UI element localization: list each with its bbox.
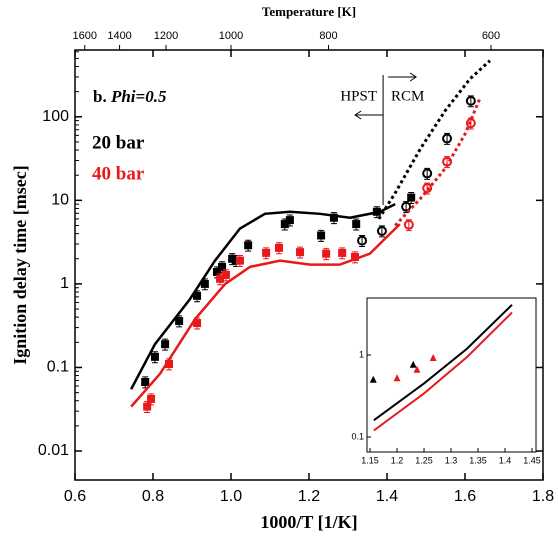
hpst-point: [150, 352, 159, 361]
inset-x-tick-label: 1.3: [445, 455, 458, 465]
rcm-point: [403, 219, 414, 230]
inset-point: [409, 360, 417, 368]
inset-x-tick-label: 1.15: [361, 455, 379, 465]
hpst-point: [175, 316, 184, 325]
hpst-point: [296, 248, 305, 257]
y-axis-title: Ignition delay time [msec]: [10, 165, 30, 364]
inset-point: [429, 353, 437, 361]
top-tick-label: 1600: [73, 30, 97, 42]
annotation: RCM: [391, 88, 424, 104]
x-tick-label: 0.6: [64, 488, 86, 505]
hpst-point: [161, 340, 170, 349]
hpst-point: [407, 193, 416, 202]
y-tick-label: 1: [60, 275, 69, 292]
inset-model-line: [373, 304, 513, 422]
hpst-point: [285, 216, 294, 225]
rcm-point: [465, 118, 476, 129]
panel-condition: Phi=0.5: [110, 87, 167, 106]
y-tick-label: 0.01: [38, 442, 69, 459]
x-tick-label: 1.8: [532, 488, 554, 505]
inset-model-line: [373, 311, 513, 432]
inset-x-tick-label: 1.35: [469, 455, 487, 465]
hpst-point: [372, 207, 381, 216]
top-axis-title: Temperature [K]: [262, 4, 356, 19]
inset-x-tick-label: 1.2: [391, 455, 404, 465]
y-tick-label: 0.1: [47, 359, 69, 376]
hpst-point: [329, 213, 338, 222]
inset-point: [413, 365, 421, 373]
x-tick-label: 1.2: [298, 488, 320, 505]
x-axis-title: 1000/T [1/K]: [260, 512, 357, 532]
inset-y-tick-label: 1: [359, 349, 364, 359]
annotation: HPST: [340, 88, 377, 104]
inset-frame: [366, 297, 537, 453]
y-tick-label: 10: [51, 192, 69, 209]
hpst-point: [141, 377, 150, 386]
rcm-point: [401, 201, 412, 212]
hpst-point: [164, 360, 173, 369]
hpst-point: [274, 243, 283, 252]
inset-x-tick-label: 1.45: [523, 455, 541, 465]
inset-y-tick-label: 0.1: [351, 431, 364, 441]
inset-point: [393, 374, 401, 382]
hpst-point: [262, 248, 271, 257]
rcm-point: [422, 183, 433, 194]
model-line-rcm: [377, 59, 491, 220]
hpst-point: [216, 274, 225, 283]
legend-label: 20 bar: [92, 132, 145, 153]
arrow: [354, 110, 384, 120]
hpst-point: [317, 231, 326, 240]
rcm-point: [376, 225, 387, 236]
hpst-point: [280, 220, 289, 229]
rcm-point: [465, 95, 476, 106]
rcm-point: [357, 235, 368, 246]
hpst-point: [200, 279, 209, 288]
legend-label: 40 bar: [92, 163, 145, 184]
hpst-point: [193, 291, 202, 300]
y-tick-label: 100: [42, 108, 69, 125]
x-tick-label: 1.0: [220, 488, 242, 505]
top-tick-label: 1000: [219, 30, 243, 42]
hpst-point: [351, 252, 360, 261]
hpst-point: [221, 270, 230, 279]
x-tick-label: 1.4: [376, 488, 398, 505]
hpst-point: [147, 394, 156, 403]
panel-title: b. Phi=0.5: [93, 87, 167, 106]
top-tick-label: 1200: [154, 30, 178, 42]
inset-point: [369, 375, 377, 383]
x-tick-label: 0.8: [142, 488, 164, 505]
top-tick-label: 800: [319, 30, 337, 42]
hpst-point: [143, 402, 152, 411]
rcm-point: [442, 133, 453, 144]
hpst-point: [218, 262, 227, 271]
hpst-point: [235, 256, 244, 265]
hpst-point: [193, 319, 202, 328]
hpst-point: [352, 220, 361, 229]
top-tick-label: 600: [482, 30, 500, 42]
hpst-point: [212, 267, 221, 276]
model-line: [130, 203, 396, 390]
arrow: [388, 72, 418, 82]
rcm-point: [422, 168, 433, 179]
x-tick-label: 1.6: [454, 488, 476, 505]
hpst-point: [244, 241, 253, 250]
model-line-rcm: [394, 98, 482, 227]
hpst-point: [338, 248, 347, 257]
inset-x-tick-label: 1.4: [499, 455, 512, 465]
hpst-point: [322, 249, 331, 258]
panel-label: b.: [93, 87, 107, 106]
top-tick-label: 1400: [107, 30, 131, 42]
inset-x-tick-label: 1.25: [415, 455, 433, 465]
rcm-point: [442, 156, 453, 167]
